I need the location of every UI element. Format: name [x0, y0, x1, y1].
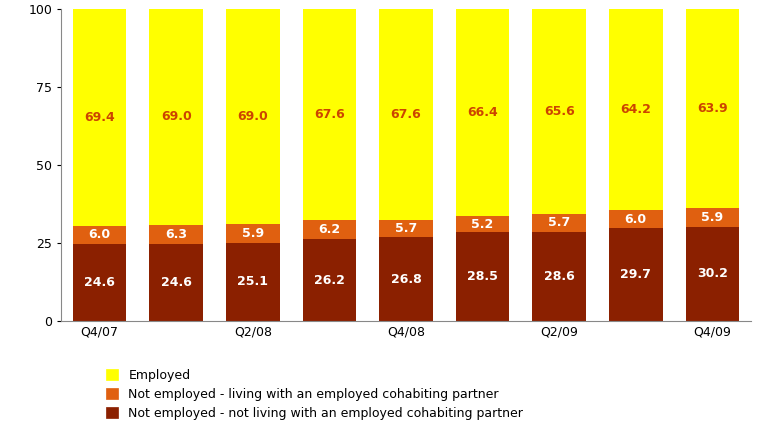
- Bar: [379, 220, 433, 237]
- Text: 5.7: 5.7: [548, 216, 571, 229]
- Bar: [686, 227, 739, 321]
- Bar: [456, 232, 509, 321]
- Bar: [73, 9, 126, 226]
- Bar: [379, 237, 433, 321]
- Text: 6.0: 6.0: [625, 213, 647, 226]
- Bar: [226, 224, 280, 243]
- Text: 25.1: 25.1: [237, 276, 268, 289]
- Bar: [73, 226, 126, 244]
- Bar: [149, 225, 203, 244]
- Bar: [532, 232, 586, 321]
- Text: 64.2: 64.2: [620, 103, 651, 116]
- Text: 5.9: 5.9: [702, 211, 723, 224]
- Text: 69.0: 69.0: [237, 110, 268, 123]
- Text: 26.2: 26.2: [314, 274, 345, 287]
- Text: 29.7: 29.7: [620, 268, 651, 281]
- Text: 30.2: 30.2: [697, 268, 728, 281]
- Text: 28.6: 28.6: [544, 270, 574, 283]
- Bar: [73, 244, 126, 321]
- Text: 6.3: 6.3: [165, 228, 187, 241]
- Bar: [532, 214, 586, 232]
- Text: 69.4: 69.4: [84, 111, 115, 124]
- Text: 67.6: 67.6: [391, 107, 421, 120]
- Bar: [226, 9, 280, 224]
- Bar: [303, 9, 356, 220]
- Bar: [686, 9, 739, 208]
- Text: 6.0: 6.0: [89, 228, 110, 241]
- Text: 65.6: 65.6: [544, 105, 574, 118]
- Bar: [609, 9, 663, 210]
- Text: 6.2: 6.2: [319, 223, 340, 236]
- Text: 63.9: 63.9: [697, 102, 728, 115]
- Bar: [532, 9, 586, 214]
- Bar: [303, 220, 356, 240]
- Bar: [456, 8, 509, 216]
- Text: 24.6: 24.6: [84, 276, 115, 289]
- Text: 5.9: 5.9: [242, 227, 264, 240]
- Bar: [149, 9, 203, 225]
- Text: 5.7: 5.7: [394, 222, 417, 235]
- Text: 69.0: 69.0: [161, 111, 192, 124]
- Text: 5.2: 5.2: [471, 218, 494, 231]
- Legend: Employed, Not employed - living with an employed cohabiting partner, Not employe: Employed, Not employed - living with an …: [102, 365, 527, 424]
- Bar: [686, 208, 739, 227]
- Bar: [609, 228, 663, 321]
- Bar: [226, 243, 280, 321]
- Text: 26.8: 26.8: [391, 273, 421, 286]
- Bar: [609, 210, 663, 228]
- Text: 66.4: 66.4: [467, 106, 498, 119]
- Bar: [456, 216, 509, 232]
- Text: 24.6: 24.6: [161, 276, 192, 289]
- Text: 28.5: 28.5: [467, 270, 498, 283]
- Bar: [303, 240, 356, 321]
- Text: 67.6: 67.6: [314, 108, 345, 121]
- Bar: [379, 8, 433, 219]
- Bar: [149, 244, 203, 321]
